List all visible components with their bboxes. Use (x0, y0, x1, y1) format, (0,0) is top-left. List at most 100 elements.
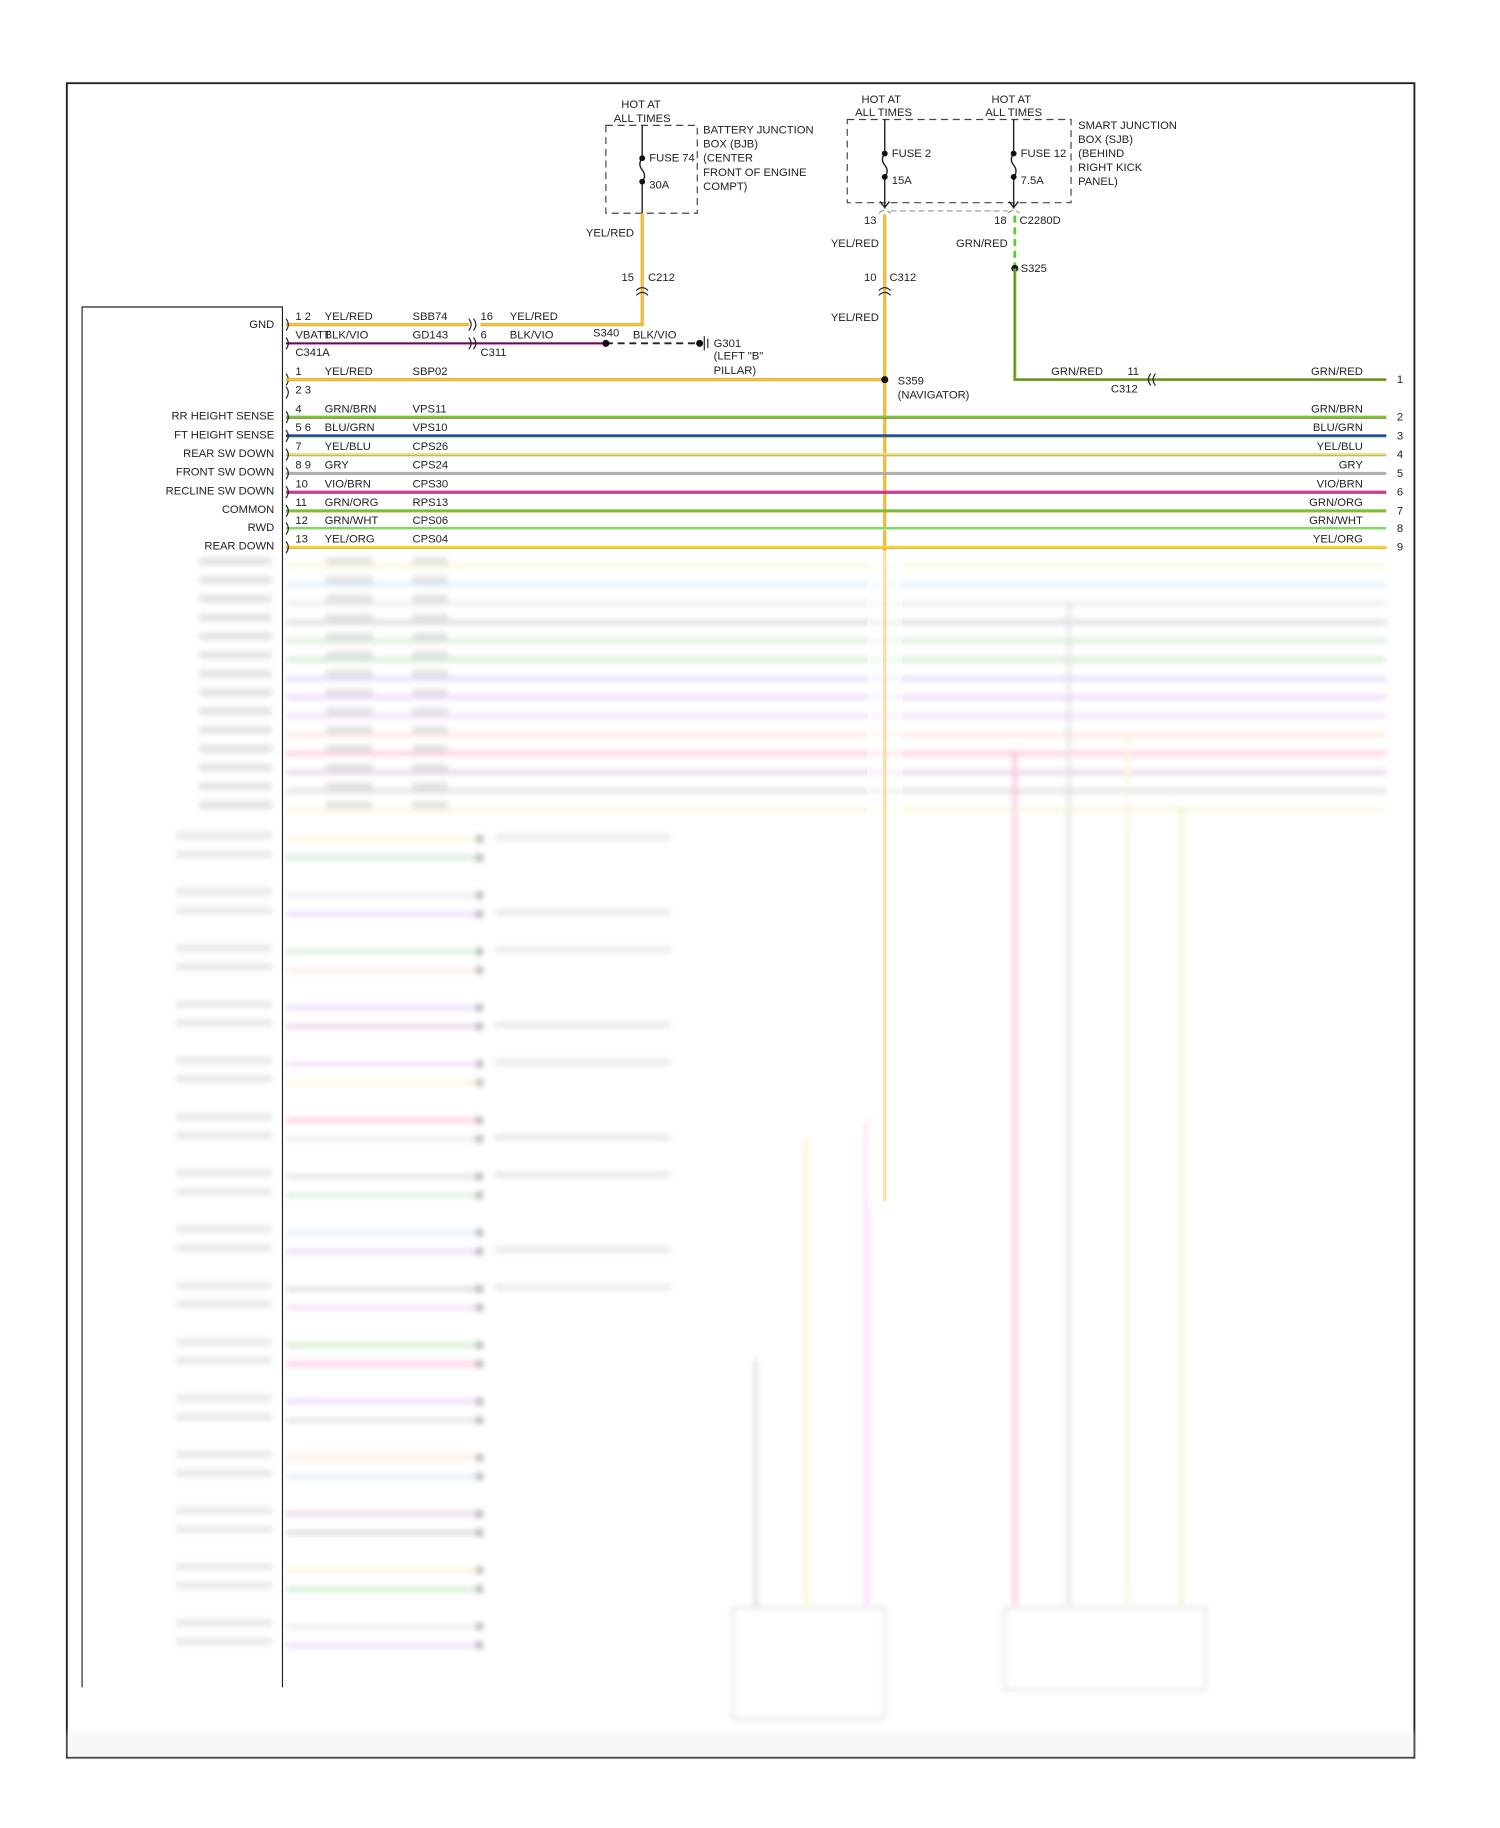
signal-label: COMMON (222, 504, 274, 516)
fuse-2-rating: 15A (892, 175, 912, 187)
signal-label: FRONT SW DOWN (176, 467, 274, 479)
wire-color-label: YEL/RED (831, 312, 879, 324)
circuit-id: RPS13 (413, 497, 449, 509)
blurred-label (175, 1563, 272, 1571)
blurred-label (175, 1000, 272, 1008)
blurred-label (175, 1413, 272, 1421)
splice-s359-label: S359 (898, 375, 924, 387)
fuse-2-label: FUSE 2 (892, 148, 931, 160)
blurred-label (325, 651, 373, 659)
blurred-terminal (475, 1059, 484, 1069)
circuit-id: SBP02 (413, 366, 448, 378)
wire-color-label: BLK/VIO (325, 330, 369, 342)
blurred-label (175, 906, 272, 914)
wire-color-label: BLK/VIO (633, 330, 677, 342)
blurred-label (325, 726, 373, 734)
signal-label: RWD (248, 522, 275, 534)
fuse-terminal (639, 178, 646, 185)
blurred-label (412, 707, 448, 715)
pin-number: 7 (1397, 505, 1403, 517)
blurred-label (175, 1169, 272, 1177)
connector-pin-symbol (285, 467, 289, 480)
blurred-terminal (475, 966, 484, 975)
wire-color-label: YEL/RED (325, 366, 373, 378)
sjb-dashed-box (846, 118, 1072, 204)
pin-number: 1 2 (295, 311, 311, 323)
blurred-label (325, 707, 373, 715)
blurred-label (325, 689, 373, 697)
blurred-label (412, 801, 448, 809)
blurred-terminal (475, 1509, 484, 1519)
blurred-lower-section (66, 557, 1415, 1758)
blurred-label (175, 1638, 272, 1646)
blurred-terminal (475, 1022, 484, 1031)
blurred-label (175, 1075, 272, 1083)
pin-number: 10 (295, 478, 308, 490)
wire-color-label: BLU/GRN (325, 422, 375, 434)
blurred-terminal (475, 853, 484, 862)
pin-number: 5 (1397, 468, 1403, 480)
wire-color-label: YEL/ORG (325, 534, 375, 546)
wire-color-label: GRY (1339, 460, 1364, 472)
blurred-label (175, 1506, 272, 1514)
sjb-label: (BEHIND (1078, 148, 1124, 160)
blurred-terminal (475, 909, 484, 919)
pin-number: VBATT (295, 330, 331, 342)
blurred-label (412, 557, 448, 565)
connector-c312-label: C312 (1111, 384, 1138, 396)
blurred-label (175, 1225, 272, 1233)
blurred-terminal (475, 1359, 484, 1369)
blurred-label (199, 689, 272, 697)
blurred-label (199, 670, 272, 678)
circuit-id: VPS11 (413, 403, 447, 415)
blurred-label (199, 614, 272, 622)
blurred-label (325, 632, 373, 640)
blurred-label (325, 576, 373, 584)
blurred-label (175, 1056, 272, 1064)
battery-junction-box: HOT AT ALL TIMES FUSE 74 30A BATTERY JUN… (586, 99, 814, 284)
circuit-id: CPS24 (413, 460, 449, 472)
pin-number: 1 (295, 366, 301, 378)
connector-c212-label: C212 (648, 272, 675, 284)
blurred-terminal (475, 834, 484, 844)
sjb-label: PANEL) (1078, 176, 1118, 188)
wire-color-label: VIO/BRN (325, 478, 371, 490)
circuit-id: SBB74 (413, 311, 448, 323)
wire-color-label: GRN/BRN (1311, 403, 1363, 415)
blurred-label (175, 888, 272, 896)
blurred-label (175, 1131, 272, 1139)
pin-number: 6 (1397, 487, 1403, 499)
blurred-label (412, 632, 448, 640)
wire-color-label: YEL/RED (586, 228, 634, 240)
blurred-label (199, 576, 272, 584)
blurred-label (175, 1525, 272, 1533)
all-times-label: ALL TIMES (985, 107, 1042, 119)
pin-number: 9 (1397, 542, 1403, 554)
pin-number: 2 (1397, 412, 1403, 424)
sjb-label: BOX (SJB) (1078, 134, 1133, 146)
fuse-12-rating: 7.5A (1021, 175, 1045, 187)
smart-junction-box: HOT AT ALL TIMES HOT AT ALL TIMES FUSE 2… (831, 94, 1177, 324)
blurred-label (175, 944, 272, 952)
blurred-label (175, 963, 272, 971)
wire-color-label: YEL/BLU (1317, 441, 1363, 453)
blurred-footer (66, 1731, 1415, 1758)
blurred-terminal (475, 1116, 484, 1125)
pin-number: 3 (1397, 430, 1403, 442)
fuse-74-label: FUSE 74 (649, 153, 695, 165)
pin-number: 7 (295, 441, 301, 453)
blurred-label (199, 782, 272, 790)
wire-color-label: BLK/VIO (510, 330, 554, 342)
blurred-label (494, 1021, 671, 1028)
blurred-label (325, 782, 373, 790)
connector-pin-symbol (285, 541, 289, 554)
blurred-label (494, 1284, 671, 1291)
wire-color-label: YEL/RED (831, 238, 879, 250)
pin-number: 12 (295, 515, 308, 527)
blurred-label (199, 707, 272, 715)
seat-module-box (81, 306, 284, 1688)
connector-c212-symbol (635, 287, 649, 296)
blurred-label (325, 670, 373, 678)
wire-color-label: GRN/RED (1311, 366, 1363, 378)
blurred-label (175, 1469, 272, 1477)
